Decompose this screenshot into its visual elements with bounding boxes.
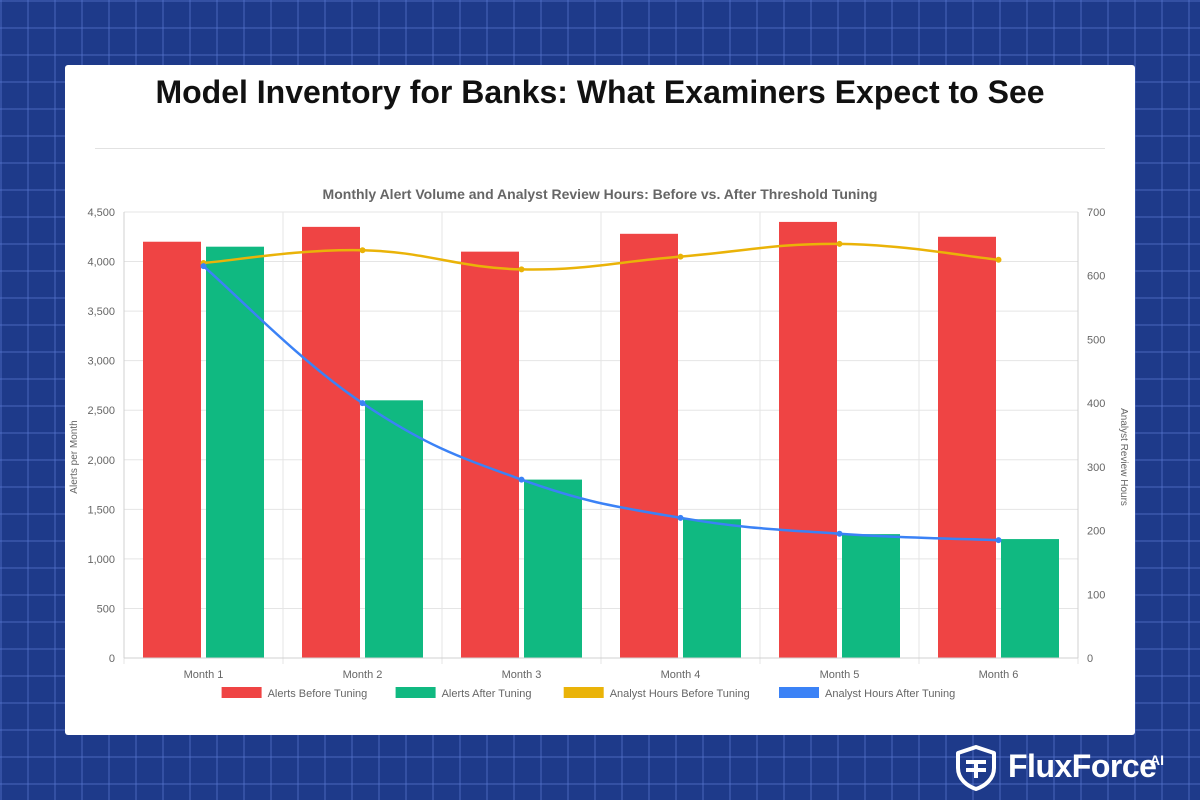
line-point	[836, 240, 843, 247]
chart: Monthly Alert Volume and Analyst Review …	[69, 186, 1129, 700]
legend-label: Alerts After Tuning	[442, 688, 532, 700]
y2-tick-label: 400	[1087, 398, 1105, 410]
series-line	[203, 242, 999, 271]
y-tick-label: 1,000	[87, 554, 115, 566]
x-tick-label: Month 2	[343, 669, 383, 681]
x-tick-label: Month 1	[184, 669, 224, 681]
y2-tick-label: 0	[1087, 653, 1093, 665]
brand-suffix: AI	[1150, 752, 1164, 768]
y-tick-label: 3,500	[87, 306, 115, 318]
x-tick-label: Month 3	[502, 669, 542, 681]
y2-tick-label: 100	[1087, 589, 1105, 601]
y2-tick-label: 300	[1087, 462, 1105, 474]
bar	[683, 519, 741, 658]
y2-tick-label: 600	[1087, 271, 1105, 283]
brand-name: FluxForce	[1008, 748, 1157, 784]
line-point	[518, 266, 525, 273]
y-axis-label: Alerts per Month	[69, 420, 80, 493]
legend-label: Analyst Hours Before Tuning	[610, 688, 750, 700]
bar	[779, 221, 837, 658]
brand-logo: FluxForce AI	[952, 742, 1192, 794]
shield-icon	[956, 745, 996, 791]
y2-tick-label: 500	[1087, 334, 1105, 346]
bar	[302, 226, 360, 658]
y-tick-label: 0	[109, 653, 115, 665]
legend: Alerts Before Tuning Alerts After Tuning A…	[221, 687, 955, 700]
y-tick-label: 2,000	[87, 455, 115, 467]
legend-swatch	[779, 687, 819, 698]
legend-label: Alerts Before Tuning	[268, 688, 368, 700]
y-tick-label: 3,000	[87, 356, 115, 368]
chart-title: Monthly Alert Volume and Analyst Review …	[323, 186, 878, 202]
bar	[206, 246, 264, 658]
line-point	[677, 253, 684, 260]
lines	[200, 240, 1002, 544]
x-tick-label: Month 5	[820, 669, 860, 681]
bar	[938, 236, 996, 658]
line-point	[995, 256, 1002, 263]
line-point	[359, 247, 366, 254]
bar	[143, 241, 201, 658]
bar	[524, 479, 582, 658]
y-tick-label: 1,500	[87, 504, 115, 516]
line-point	[995, 537, 1002, 544]
x-tick-label: Month 6	[979, 669, 1019, 681]
title-divider	[95, 148, 1105, 149]
series-line	[202, 265, 999, 542]
page-title: Model Inventory for Banks: What Examiner…	[155, 74, 1045, 110]
chart-card: Model Inventory for Banks: What Examiner…	[65, 65, 1135, 735]
line-point	[518, 476, 525, 483]
line-point	[836, 530, 843, 537]
line-point	[677, 514, 684, 521]
y2-axis-label: Analyst Review Hours	[1118, 408, 1129, 506]
bar	[620, 233, 678, 658]
legend-label: Analyst Hours After Tuning	[825, 688, 955, 700]
y-tick-label: 2,500	[87, 405, 115, 417]
bar	[461, 251, 519, 658]
y-tick-label: 500	[97, 603, 115, 615]
line-point	[200, 263, 207, 270]
bar	[1001, 539, 1059, 658]
axes: 0 500 1,000 1,500 2,000 2,500 3,000 3,500 4,000 4…	[87, 207, 1105, 681]
bars	[143, 221, 1059, 658]
y-tick-label: 4,000	[87, 257, 115, 269]
grid	[123, 211, 1079, 664]
legend-swatch	[395, 687, 436, 698]
legend-swatch	[221, 687, 262, 698]
line-point	[359, 400, 366, 407]
bar	[365, 400, 423, 658]
bar	[842, 534, 900, 658]
y2-tick-label: 200	[1087, 526, 1105, 538]
legend-swatch	[563, 687, 604, 698]
x-tick-label: Month 4	[661, 669, 701, 681]
y2-tick-label: 700	[1087, 207, 1105, 219]
y-tick-label: 4,500	[87, 207, 115, 219]
